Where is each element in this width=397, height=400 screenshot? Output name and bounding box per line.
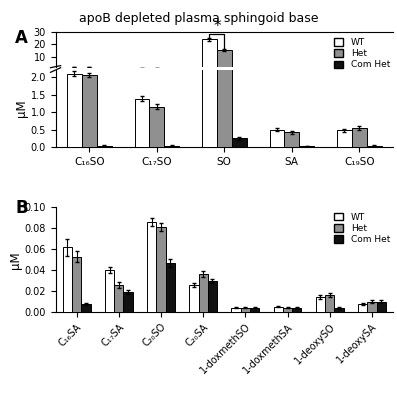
Bar <box>135 99 149 147</box>
Bar <box>147 222 156 312</box>
Bar <box>270 69 284 70</box>
Bar <box>156 227 166 312</box>
Bar <box>135 68 149 70</box>
Bar <box>270 130 284 147</box>
Text: A: A <box>15 29 28 47</box>
Bar <box>358 304 367 312</box>
Bar <box>217 50 232 70</box>
Bar <box>316 297 325 312</box>
Bar <box>202 40 217 70</box>
Legend: WT, Het, Com Het: WT, Het, Com Het <box>332 36 392 71</box>
Bar <box>232 138 247 147</box>
Y-axis label: μM: μM <box>9 251 21 268</box>
Text: apoB depleted plasma sphingoid base: apoB depleted plasma sphingoid base <box>79 12 318 25</box>
Bar <box>367 302 377 312</box>
Bar <box>81 304 91 312</box>
Bar <box>377 302 386 312</box>
Bar <box>149 68 164 70</box>
Bar <box>299 146 314 147</box>
Bar <box>67 67 82 70</box>
Bar <box>292 308 301 312</box>
Bar <box>334 308 344 312</box>
Bar <box>198 274 208 312</box>
Bar <box>283 308 292 312</box>
Bar <box>337 130 352 147</box>
Bar <box>367 146 382 147</box>
Bar <box>63 247 72 312</box>
Bar <box>166 263 175 312</box>
Bar <box>231 308 241 312</box>
Bar <box>123 292 133 312</box>
Bar <box>208 281 217 312</box>
Bar <box>67 74 82 147</box>
Bar <box>202 0 217 147</box>
Text: B: B <box>15 199 28 217</box>
Bar <box>164 146 179 147</box>
Bar <box>284 69 299 70</box>
Legend: WT, Het, Com Het: WT, Het, Com Het <box>332 211 392 246</box>
Bar <box>189 285 198 312</box>
Bar <box>72 256 81 312</box>
Bar <box>97 146 112 147</box>
Bar <box>274 307 283 312</box>
Bar <box>82 67 97 70</box>
Bar <box>284 132 299 147</box>
Bar <box>241 308 250 312</box>
Bar <box>352 69 367 70</box>
Bar <box>352 128 367 147</box>
Bar <box>149 107 164 147</box>
Bar <box>114 285 123 312</box>
Bar <box>105 270 114 312</box>
Y-axis label: μM: μM <box>15 100 28 117</box>
Text: *: * <box>213 19 221 34</box>
Bar <box>337 69 352 70</box>
Bar <box>250 308 259 312</box>
Bar <box>217 0 232 147</box>
Bar <box>82 75 97 147</box>
Bar <box>325 295 334 312</box>
